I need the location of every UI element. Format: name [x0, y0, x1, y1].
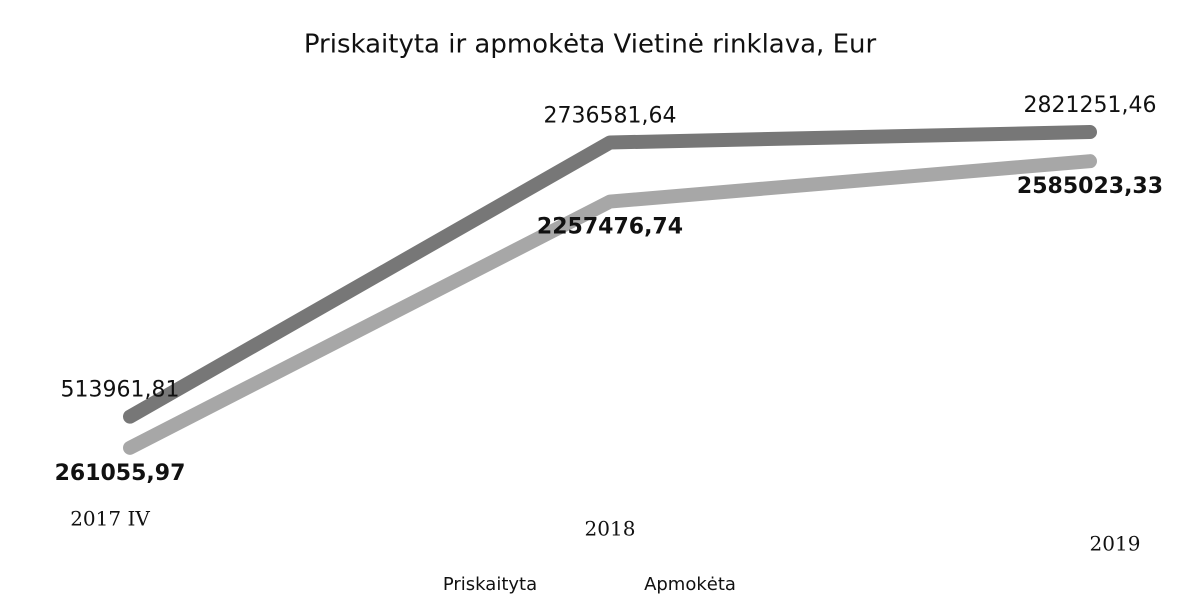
data-label: 2821251,46: [1024, 93, 1157, 118]
series-line: [123, 154, 1097, 455]
data-label: 513961,81: [61, 378, 180, 403]
data-label: 2585023,33: [1017, 174, 1163, 199]
data-label: 2257476,74: [537, 215, 683, 240]
x-tick-label: 2017 IV: [70, 507, 150, 531]
legend-label: Apmokėta: [644, 574, 736, 595]
chart-title: Priskaityta ir apmokėta Vietinė rinklava…: [304, 30, 877, 60]
x-tick-label: 2019: [1090, 532, 1141, 556]
series-line: [123, 125, 1097, 424]
data-label: 261055,97: [55, 461, 186, 486]
legend-label: Priskaityta: [443, 574, 537, 595]
x-tick-label: 2018: [585, 517, 636, 541]
data-label: 2736581,64: [544, 103, 677, 128]
